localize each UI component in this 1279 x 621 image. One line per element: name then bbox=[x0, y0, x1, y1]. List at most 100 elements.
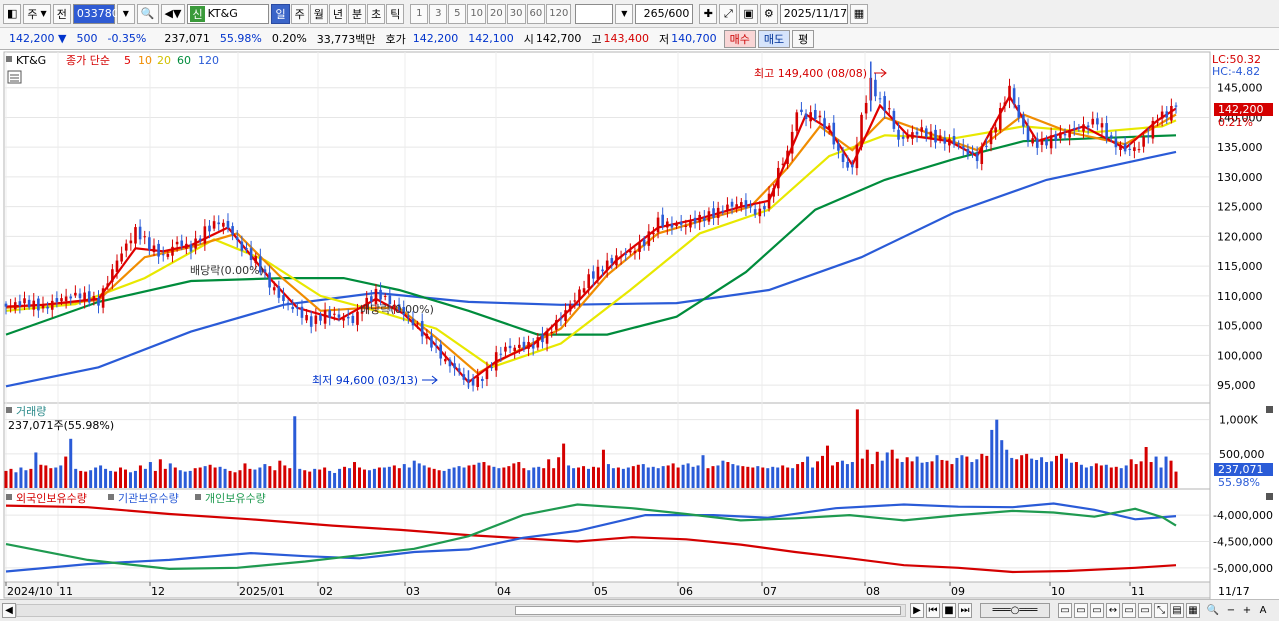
minute-tab-10[interactable]: 10 bbox=[467, 3, 487, 24]
date-tick-label: 2024/10 bbox=[7, 585, 53, 598]
candle-body bbox=[448, 359, 452, 367]
panel-close-icon[interactable] bbox=[1266, 406, 1273, 413]
zoom-in-icon[interactable]: + bbox=[1242, 605, 1252, 616]
gear-icon[interactable]: ⚙ bbox=[759, 3, 778, 24]
candle-body bbox=[809, 112, 812, 122]
zoom-icon[interactable]: 🔍 bbox=[1206, 605, 1220, 616]
candle-body bbox=[555, 320, 558, 330]
hc-value: HC:-4.82 bbox=[1212, 65, 1260, 78]
volume-bar bbox=[143, 468, 147, 488]
minute-tabs: 1 3 5 10 20 30 60 120 bbox=[410, 3, 572, 24]
candle-body bbox=[952, 136, 956, 145]
volume-bar bbox=[1094, 463, 1098, 488]
minute-tab-20[interactable]: 20 bbox=[487, 3, 506, 24]
volume-bar bbox=[1000, 440, 1004, 488]
minute-tab-3[interactable]: 3 bbox=[429, 3, 448, 24]
layout4-icon[interactable]: ▭ bbox=[1122, 603, 1136, 618]
layout3-icon[interactable]: ▭ bbox=[1090, 603, 1104, 618]
layout5-icon[interactable]: ▭ bbox=[1138, 603, 1152, 618]
grid-toggle-icon[interactable] bbox=[7, 70, 22, 84]
period-tab-5[interactable]: 초 bbox=[367, 3, 386, 24]
minute-tab-5[interactable]: 5 bbox=[448, 3, 467, 24]
minute-tab-60[interactable]: 60 bbox=[526, 3, 546, 24]
layout-icon[interactable]: ◧ bbox=[3, 3, 22, 24]
period-tab-6[interactable]: 틱 bbox=[386, 3, 405, 24]
date-axis-band bbox=[3, 581, 1211, 599]
stop-icon[interactable]: ■ bbox=[942, 603, 956, 618]
zoom-slider[interactable]: ═══○═══ bbox=[980, 603, 1050, 618]
scroll-thumb[interactable] bbox=[515, 606, 901, 615]
chart-type-icon[interactable]: ▤ bbox=[1170, 603, 1184, 618]
candle-body bbox=[189, 244, 193, 252]
layout2-icon[interactable]: ▭ bbox=[1074, 603, 1088, 618]
volume-bar bbox=[781, 465, 785, 488]
zoom-out-icon[interactable]: − bbox=[1226, 605, 1236, 616]
minute-tab-1[interactable]: 1 bbox=[410, 3, 429, 24]
volume-bar bbox=[392, 465, 396, 488]
search-icon[interactable]: 🔍 bbox=[136, 3, 159, 24]
volume-bar bbox=[1114, 466, 1118, 488]
stock-name-field[interactable]: 신 KT&G bbox=[187, 3, 270, 24]
minute-tab-30[interactable]: 30 bbox=[506, 3, 526, 24]
count-max: /600 bbox=[664, 7, 690, 20]
scroll-track[interactable] bbox=[16, 604, 906, 617]
candle-body bbox=[333, 313, 336, 315]
buy-button[interactable]: 매수 bbox=[723, 29, 756, 48]
stock-chart[interactable]: 95,000 100,000 105,000 110,000 115,000 120,00… bbox=[0, 50, 1279, 599]
candle-body bbox=[305, 315, 308, 321]
candle-body bbox=[1137, 149, 1141, 151]
candle-body bbox=[444, 359, 447, 362]
minute-dropdown[interactable]: ▼ bbox=[615, 3, 634, 24]
font-size-icon[interactable]: A bbox=[1259, 605, 1267, 616]
move-icon[interactable]: ↔ bbox=[1106, 603, 1120, 618]
eval-button[interactable]: 평 bbox=[792, 29, 815, 48]
sell-button[interactable]: 매도 bbox=[757, 29, 791, 48]
calendar-icon[interactable]: ▦ bbox=[849, 3, 869, 24]
period-type-select[interactable]: 주 ▼ bbox=[23, 3, 51, 24]
scroll-right-icon[interactable]: ▶ bbox=[910, 603, 924, 618]
date-input[interactable]: 2025/11/17 bbox=[779, 3, 848, 24]
next-page-icon[interactable]: ⏭ bbox=[958, 603, 972, 618]
candle-body bbox=[605, 260, 609, 270]
minute-input[interactable] bbox=[575, 3, 614, 24]
period-tab-1[interactable]: 주 bbox=[290, 3, 309, 24]
prev-button[interactable]: 전 bbox=[52, 3, 71, 24]
compress-icon[interactable]: ⤡ bbox=[1154, 603, 1168, 618]
count-field[interactable]: 265/600 bbox=[635, 3, 694, 24]
period-tab-2[interactable]: 월 bbox=[309, 3, 328, 24]
volume-bar bbox=[258, 467, 262, 488]
volume-bar bbox=[975, 459, 979, 488]
volume-bar bbox=[880, 460, 884, 488]
scroll-left-icon[interactable]: ◀ bbox=[2, 603, 16, 618]
candle-body bbox=[957, 143, 960, 145]
volume-bar bbox=[462, 467, 466, 488]
count-value: 265 bbox=[643, 7, 665, 20]
tool-icon[interactable]: ⤢ bbox=[719, 3, 738, 24]
volume-bar bbox=[223, 468, 227, 488]
layout1-icon[interactable]: ▭ bbox=[1058, 603, 1072, 618]
volume-ratio: 55.98% bbox=[219, 32, 262, 45]
save-icon[interactable]: ▣ bbox=[739, 3, 758, 24]
crosshair-icon[interactable]: ✚ bbox=[699, 3, 718, 24]
code-dropdown[interactable]: ▼ bbox=[116, 3, 135, 24]
sound-icon[interactable]: ◀▼ bbox=[160, 3, 186, 24]
candle-body bbox=[684, 225, 688, 227]
panel-marker-icon bbox=[6, 494, 12, 500]
period-tab-0[interactable]: 일 bbox=[271, 3, 290, 24]
date-tick-label: 11/17 bbox=[1218, 585, 1250, 598]
candle-body bbox=[416, 323, 419, 325]
period-tab-4[interactable]: 분 bbox=[347, 3, 367, 24]
candle-body bbox=[78, 293, 82, 299]
candle-body bbox=[64, 296, 68, 302]
volume-bar bbox=[811, 467, 815, 488]
minute-tab-120[interactable]: 120 bbox=[546, 3, 572, 24]
first-page-icon[interactable]: ⏮ bbox=[926, 603, 940, 618]
candle-body bbox=[245, 248, 248, 250]
volume-bar bbox=[681, 464, 685, 488]
panel-close-icon[interactable] bbox=[1266, 493, 1273, 500]
stock-code-input[interactable]: 033780 bbox=[72, 3, 119, 24]
print-icon[interactable]: ▦ bbox=[1186, 603, 1200, 618]
period-tab-3[interactable]: 년 bbox=[328, 3, 347, 24]
